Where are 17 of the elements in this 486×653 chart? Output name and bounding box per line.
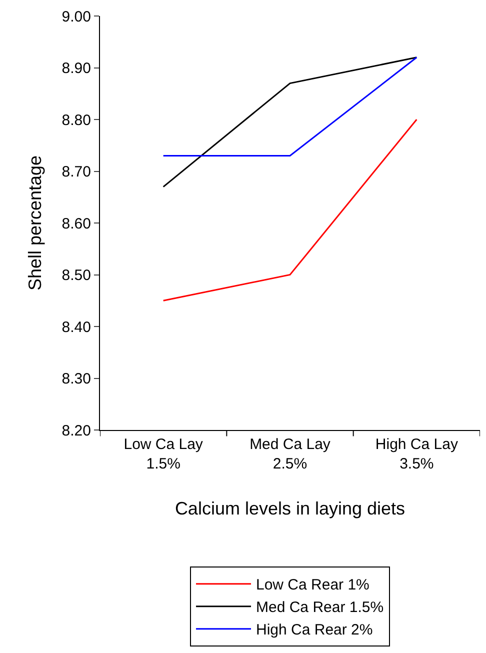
legend-label: High Ca Rear 2% bbox=[256, 622, 373, 639]
y-tick-label: 8.20 bbox=[62, 422, 91, 440]
legend-label: Med Ca Rear 1.5% bbox=[256, 599, 384, 616]
y-tick-label: 8.70 bbox=[62, 164, 91, 180]
y-tick-label: 9.00 bbox=[62, 8, 91, 26]
y-tick-label: 8.60 bbox=[62, 215, 91, 232]
y-tick-label: 8.40 bbox=[62, 318, 91, 336]
y-tick-label: 8.80 bbox=[62, 112, 91, 129]
x-tick-label: High Ca Lay 3.5% bbox=[375, 436, 458, 472]
y-tick-label: 8.30 bbox=[62, 370, 91, 388]
y-axis-title: Shell percentage bbox=[24, 155, 45, 291]
y-tick-label: 8.90 bbox=[62, 60, 91, 77]
x-tick-label: Low Ca Lay 1.5% bbox=[124, 436, 204, 472]
x-tick-label: Med Ca Lay 2.5% bbox=[250, 436, 331, 472]
x-axis-title: Calcium levels in laying diets bbox=[174, 498, 406, 519]
legend-label: Low Ca Rear 1% bbox=[256, 576, 370, 594]
y-tick-label: 8.50 bbox=[62, 267, 91, 284]
